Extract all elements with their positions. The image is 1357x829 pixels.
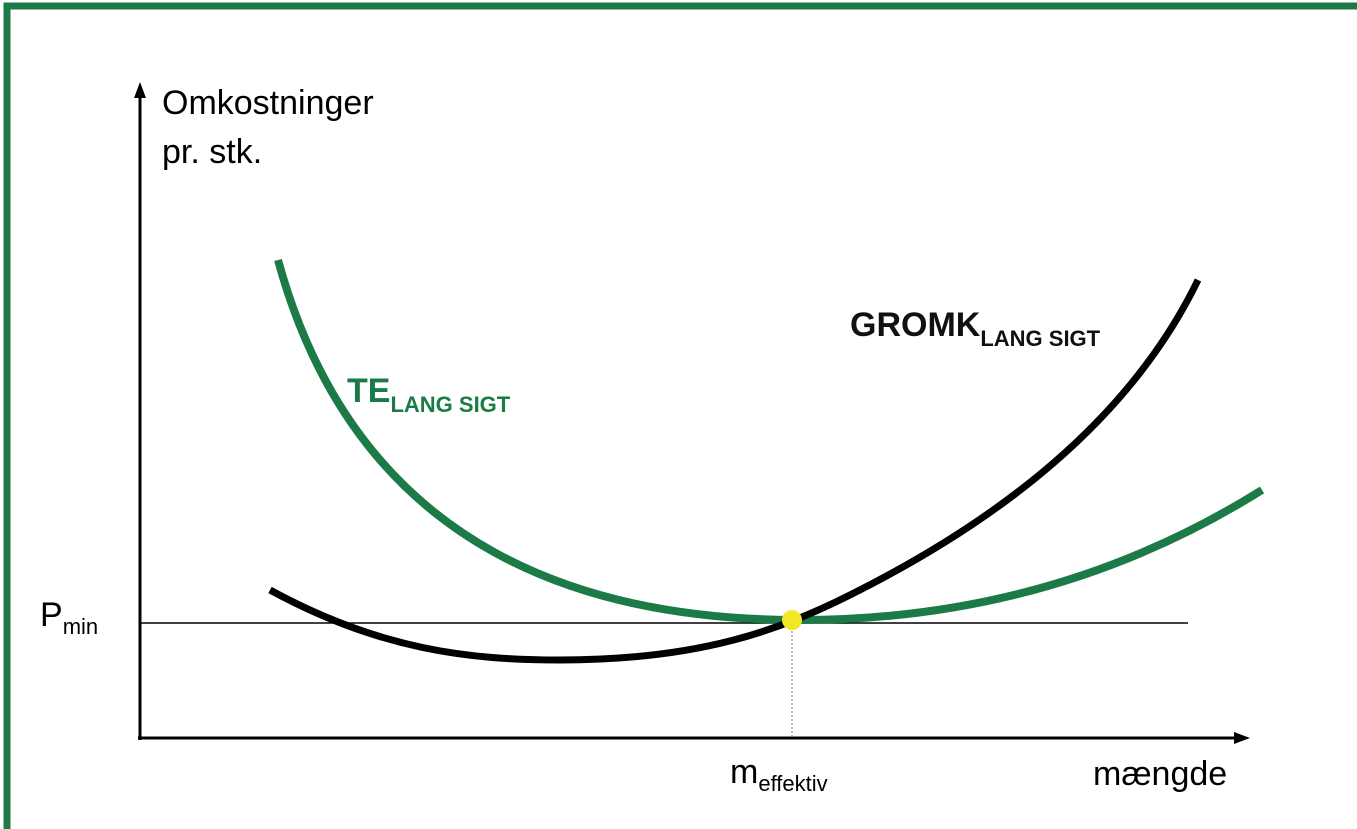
m-sub: effektiv [758, 771, 827, 796]
gromk-sub: LANG SIGT [980, 326, 1100, 351]
y-axis-label: pr. stk. [162, 133, 262, 171]
te-sub: LANG SIGT [390, 392, 510, 417]
y-axis-arrow [134, 82, 146, 98]
x-axis-arrow [1234, 732, 1250, 744]
te-curve [274, 258, 1265, 625]
p-min-label: Pmin [40, 596, 98, 639]
x-axis-label: mængde [1093, 755, 1227, 793]
equilibrium-point [782, 610, 802, 630]
frame [3, 2, 1357, 829]
m-main: m [730, 753, 758, 791]
gromk-label: GROMKLANG SIGT [850, 306, 1101, 351]
y-axis-label: Omkostninger [162, 84, 374, 122]
m-effektiv-label: meffektiv [730, 753, 828, 796]
p-min-sub: min [63, 614, 98, 639]
p-min-main: P [40, 596, 63, 634]
gromk-name: GROMK [850, 306, 981, 344]
gromk-curve [268, 278, 1202, 664]
te-label: TELANG SIGT [347, 372, 511, 417]
te-name: TE [347, 372, 390, 410]
